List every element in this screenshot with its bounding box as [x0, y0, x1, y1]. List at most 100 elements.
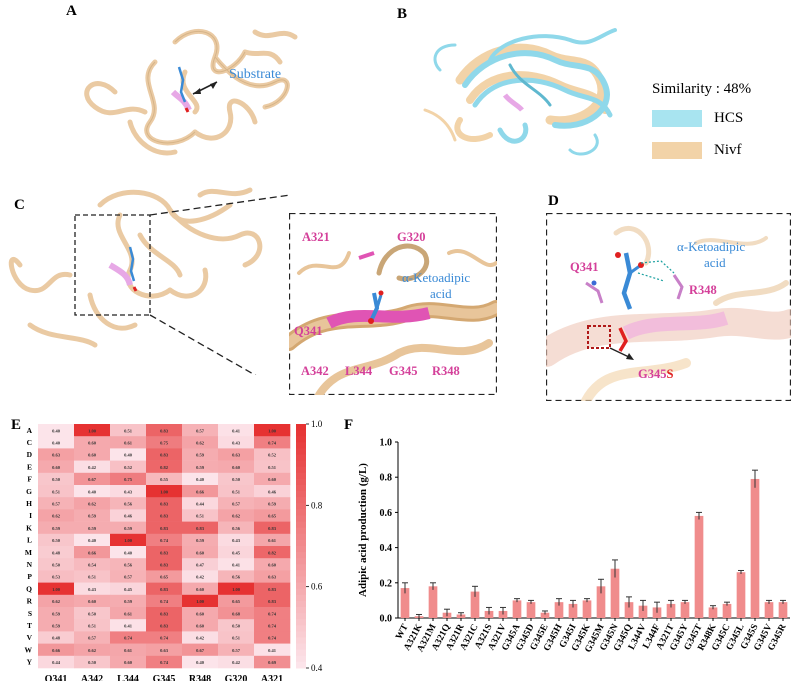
heatmap-cell — [182, 448, 219, 461]
mutation-to: S — [666, 367, 673, 381]
heatmap-cell — [182, 546, 219, 559]
heatmap-cell-label: 0.74 — [124, 636, 133, 641]
heatmap-cell — [182, 631, 219, 644]
heatmap-y-tick: I — [29, 511, 32, 520]
heatmap-cell-label: 0.56 — [124, 501, 133, 506]
heatmap-cell-label: 0.83 — [160, 501, 169, 506]
heatmap-cell — [38, 570, 75, 583]
heatmap-y-tick: P — [27, 572, 32, 581]
heatmap-cell-label: 0.43 — [232, 538, 241, 543]
ligand-label-line2: acid — [430, 286, 452, 301]
heatmap-cell — [218, 424, 255, 437]
colorbar-tick-label: 0.4 — [311, 663, 323, 673]
colorbar-segment — [296, 576, 306, 584]
heatmap-cell — [110, 546, 147, 559]
heatmap-cell — [110, 448, 147, 461]
heatmap-cell — [254, 485, 291, 498]
heatmap-cell — [74, 655, 111, 669]
heatmap-cell — [218, 619, 255, 632]
heatmap-cell-label: 0.66 — [196, 489, 205, 494]
colorbar-segment — [296, 491, 306, 498]
bar — [554, 602, 564, 618]
heatmap-cell-label: 0.43 — [88, 587, 97, 592]
heatmap-cell-label: 0.56 — [232, 526, 241, 531]
heatmap-cell — [146, 643, 183, 657]
colorbar-segment — [296, 552, 306, 559]
heatmap-cell-label: 0.45 — [124, 587, 133, 592]
colorbar-segment — [296, 570, 306, 577]
heatmap-x-tick: L344 — [117, 674, 139, 681]
heatmap-cell-label: 0.67 — [88, 477, 97, 482]
y-tick-label: 0.0 — [380, 614, 393, 625]
heatmap-cell — [146, 460, 183, 474]
heatmap-cell-label: 0.60 — [124, 660, 133, 665]
heatmap-cell — [110, 631, 147, 644]
heatmap-cell-label: 0.51 — [88, 623, 97, 628]
heatmap-cell-label: 0.59 — [52, 526, 61, 531]
heatmap-cell-label: 0.42 — [196, 575, 205, 580]
bar — [750, 478, 760, 618]
heatmap-cell-label: 0.65 — [160, 575, 169, 580]
colorbar-segment — [296, 655, 306, 663]
heatmap-cell — [110, 533, 147, 547]
heatmap-cell-label: 0.42 — [88, 465, 97, 470]
heatmap-cell — [74, 643, 111, 657]
bar — [694, 515, 704, 618]
heatmap-cell — [38, 448, 75, 461]
heatmap-cell — [38, 643, 75, 657]
heatmap-cell — [254, 558, 291, 571]
heatmap-cell — [38, 558, 75, 571]
heatmap-cell — [74, 448, 111, 461]
heatmap-y-tick: E — [27, 462, 32, 471]
heatmap-cell-label: 0.74 — [160, 636, 169, 641]
heatmap-cell-label: 0.82 — [268, 550, 277, 555]
heatmap-cell — [218, 655, 255, 669]
heatmap-cell-label: 0.40 — [88, 489, 97, 494]
heatmap-cell-label: 0.60 — [196, 623, 205, 628]
heatmap-cell-label: 0.46 — [268, 489, 277, 494]
heatmap-cell — [146, 607, 183, 620]
heatmap-cell — [182, 424, 219, 437]
panel-c-structure — [8, 187, 290, 375]
heatmap-cell-label: 1.00 — [124, 538, 133, 543]
bar — [484, 610, 494, 618]
heatmap-cell — [38, 607, 75, 620]
heatmap-cell-label: 0.63 — [160, 648, 169, 653]
heatmap-cell — [110, 424, 147, 437]
heatmap-cell — [38, 521, 75, 535]
heatmap-cell-label: 0.66 — [88, 550, 97, 555]
heatmap-cell — [38, 594, 75, 608]
colorbar-segment — [296, 424, 306, 431]
heatmap-x-tick: G345 — [153, 674, 176, 681]
heatmap-cell-label: 0.59 — [52, 623, 61, 628]
panel-d-zoom-box: Q341 α-Ketoadipic acid R348 G345S — [546, 213, 791, 401]
heatmap-cell-label: 0.83 — [268, 526, 277, 531]
heatmap-chart: A 0.40 1.00 0.51 0.83 0.57 0.41 1.00 C 0.40 0.60 0.… — [25, 419, 323, 681]
heatmap-x-tick: A342 — [81, 674, 103, 681]
colorbar-tick-label: 0.8 — [311, 500, 323, 510]
colorbar-segment — [296, 515, 306, 523]
heatmap-cell-label: 0.40 — [124, 453, 133, 458]
heatmap-y-tick: Q — [26, 584, 32, 593]
heatmap-cell-label: 0.57 — [52, 501, 61, 506]
colorbar-segment — [296, 478, 306, 486]
heatmap-cell — [218, 485, 255, 498]
heatmap-cell — [146, 485, 183, 498]
heatmap-cell — [110, 607, 147, 620]
ligand-label-line1: α-Ketoadipic — [402, 270, 470, 285]
heatmap-cell-label: 0.69 — [268, 660, 277, 665]
heatmap-cell — [218, 497, 255, 510]
heatmap-cell-label: 0.74 — [160, 599, 169, 604]
heatmap-y-tick: Y — [27, 658, 33, 667]
heatmap-cell-label: 0.50 — [52, 562, 61, 567]
heatmap-cell-label: 0.41 — [124, 623, 133, 628]
heatmap-cell — [146, 497, 183, 510]
heatmap-cell — [254, 424, 291, 437]
colorbar-segment — [296, 454, 306, 462]
heatmap-x-tick: G320 — [225, 674, 248, 681]
bar — [736, 572, 746, 618]
heatmap-cell — [182, 607, 219, 620]
heatmap-cell-label: 0.63 — [232, 453, 241, 458]
heatmap-cell-label: 0.60 — [196, 587, 205, 592]
heatmap-cell-label: 0.56 — [232, 575, 241, 580]
